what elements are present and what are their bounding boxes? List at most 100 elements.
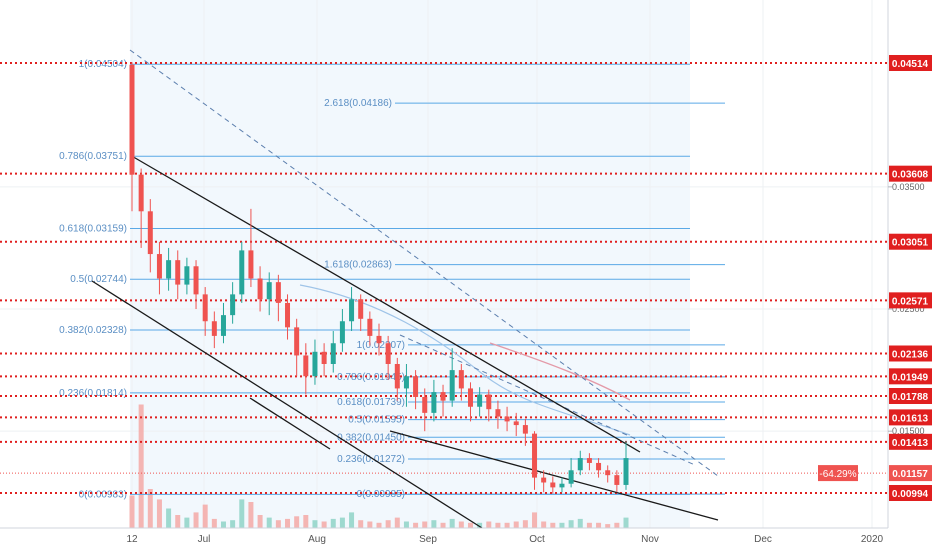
level-price-label: 0.01413 [892,438,929,449]
volume-bar [458,521,464,528]
volume-bar [513,521,519,528]
candle-body [422,396,428,413]
volume-bar [239,499,245,528]
volume-bar [431,520,437,528]
dashed-projection-line [129,49,719,477]
volume-bar [495,522,501,528]
candle-body [129,64,135,175]
candle-body [440,392,446,401]
time-axis-label: Aug [308,534,326,545]
level-price-badge [889,54,932,71]
candle-body [294,327,300,356]
current-price-badge [889,465,932,482]
moving-average-pink [489,342,631,401]
candle-body [385,343,391,364]
fib-small-label: 0(0.00985) [357,489,405,500]
candle-body [623,458,629,485]
volume-bar [230,520,236,528]
volume-bar [614,522,620,528]
level-price-label: 0.02136 [892,349,929,360]
fib-label: 0.236(0.01814) [59,388,127,399]
fib-small-label: 0.382(0.01450) [337,432,405,443]
candle-body [175,260,181,285]
level-price-label: 0.01788 [892,392,929,403]
level-price-label: 0.01613 [892,413,929,424]
candle-body [147,211,153,255]
volume-bar [166,508,172,528]
level-price-label: 0.00994 [892,489,929,500]
candle-body [156,254,162,279]
volume-bar [440,522,446,528]
candle-body [486,394,492,410]
volume-bar [504,522,510,528]
volume-bar [294,516,300,528]
volume-bar [577,518,583,528]
level-price-label: 0.03608 [892,170,929,181]
level-price-badge [889,485,932,501]
volume-bar [541,521,547,528]
candle-body [193,266,199,295]
level-price-label: 0.03051 [892,238,929,249]
candle-body [376,335,382,344]
volume-bar [285,518,291,528]
candle-body [458,370,464,389]
volume-bar [138,404,144,528]
volume-bar [129,495,135,528]
volume-bar [522,520,528,528]
volume-bar [413,522,419,528]
price-axis-tick-label: 0.02500 [892,304,925,314]
candle-body [239,250,245,295]
volume-bar [184,517,190,528]
support-trend-line [389,430,719,521]
volume-bar [321,521,327,528]
candle-body [605,470,611,476]
volume-bar [532,512,538,528]
fib-ext-label: 2.618(0.04186) [324,98,392,109]
candle-body [248,250,254,279]
level-price-badge [889,292,932,309]
change-label: -64.29% [819,469,856,480]
volume-bar [486,521,492,528]
volume-bar [202,504,208,528]
level-price-badge [889,233,932,250]
candle-body [495,409,501,417]
level-price-badge [889,433,932,450]
level-price-badge [889,165,932,182]
moving-average-blue [299,284,631,436]
volume-bar [349,512,355,528]
candle-body [138,174,144,212]
volume-bar [303,515,309,528]
candle-body [449,370,455,401]
candle-body [568,470,574,484]
fib-label: 0(0.00983) [79,489,127,500]
volume-bar [403,521,409,528]
level-price-badge [889,388,932,405]
candle-body [202,294,208,322]
fib-label: 0.618(0.03159) [59,224,127,235]
volume-bar [596,522,602,528]
candle-body [266,282,272,300]
volume-bar [248,502,254,528]
volume-bar [156,499,162,528]
candle-body [431,392,437,413]
level-price-badge [889,345,932,362]
time-axis-label: Jul [198,534,211,545]
volume-bar [193,512,199,528]
volume-bar [394,517,400,528]
candle-body [550,482,556,488]
level-price-label: 0.01949 [892,372,929,383]
price-axis-tick-label: 0.03500 [892,182,925,192]
candle-body [596,462,602,471]
candle-body [541,477,547,483]
fib-zone-shade [130,0,690,528]
candle-body [358,299,364,319]
fib-small-label: 0.236(0.01272) [337,454,405,465]
volume-bar [559,522,565,528]
fib-small-label: 0.618(0.01739) [337,397,405,408]
volume-bar [376,522,382,528]
candle-body [339,321,345,344]
volume-bar [312,520,318,528]
candle-body [285,302,291,328]
time-axis-label: Nov [641,534,659,545]
change-badge [818,465,858,482]
